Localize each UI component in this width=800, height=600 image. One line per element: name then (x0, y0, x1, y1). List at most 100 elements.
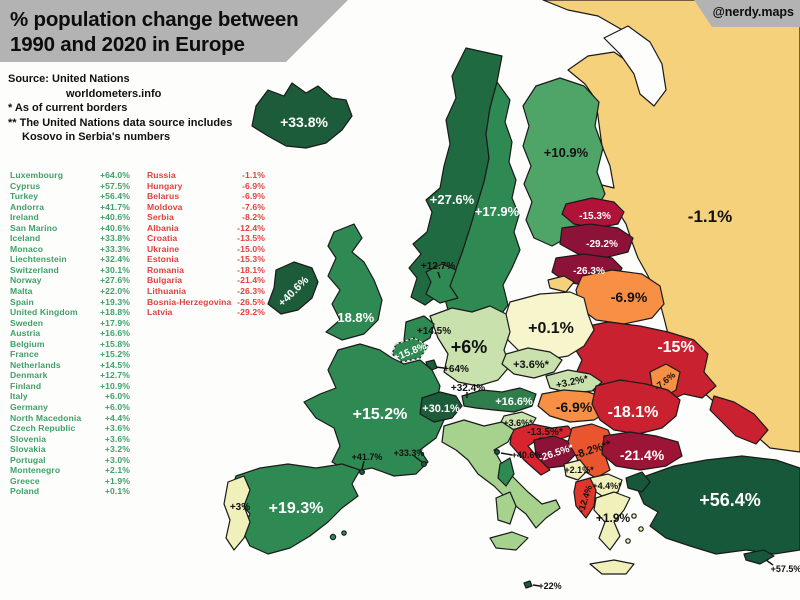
belgium-dashed-border (391, 337, 429, 363)
country-value: +3.2% (104, 444, 130, 455)
country-austria (461, 387, 537, 413)
country-portugal (223, 475, 251, 551)
label-denmark: +12.7% (421, 261, 455, 272)
label-cyprus: +57.5% (771, 564, 800, 574)
country-value: -15.0% (237, 243, 265, 254)
list-item: Moldova -7.6% (147, 202, 265, 213)
country-name: Monaco (10, 243, 44, 254)
label-romania: -18.1% (608, 404, 659, 421)
country-value: +18.8% (100, 307, 130, 318)
list-item: Italy +6.0% (10, 391, 130, 402)
list-item: Liechtenstein +32.4% (10, 254, 130, 265)
source-block: Source: United Nations worldometers.info… (8, 72, 308, 145)
country-iceland (251, 82, 353, 149)
country-value: -6.9% (242, 180, 265, 191)
country-value: +17.9% (100, 317, 130, 328)
country-name: Denmark (10, 370, 48, 381)
country-name: Latvia (147, 307, 173, 318)
island-sicily (489, 531, 529, 551)
label-san-marino: +40.6% (512, 450, 543, 460)
country-value: -12.4% (237, 222, 265, 233)
country-greece (593, 491, 631, 551)
country-name: Croatia (147, 233, 178, 244)
san-marino-leader (500, 452, 513, 456)
label-spain: +19.3% (269, 500, 324, 517)
country-name: Malta (10, 286, 33, 297)
country-estonia (561, 197, 625, 229)
country-name: Sweden (10, 317, 44, 328)
country-name: Bulgaria (147, 275, 183, 286)
monaco-leader (413, 455, 423, 463)
country-switzerland (419, 391, 463, 423)
country-value: +2.1% (104, 465, 130, 476)
country-name: San Marino (10, 222, 58, 233)
country-name: Romania (147, 264, 184, 275)
country-name: Switzerland (10, 264, 59, 275)
country-name: Czech Republic (10, 423, 76, 434)
country-value: +12.7% (100, 370, 130, 381)
country-value: -15.3% (237, 254, 265, 265)
country-value: +15.8% (100, 338, 130, 349)
country-name: Slovakia (10, 444, 46, 455)
country-value: +3.6% (104, 423, 130, 434)
list-item: Serbia -8.2% (147, 212, 265, 223)
country-albania (573, 477, 597, 519)
list-item: Albania -12.4% (147, 223, 265, 234)
country-romania (591, 379, 681, 435)
list-item: Norway +27.6% (10, 275, 130, 286)
monaco-dot (421, 461, 428, 468)
source-url: worldometers.info (66, 87, 162, 100)
list-item: Bosnia-Herzegovina -26.5% (147, 297, 265, 308)
label-bulgaria: -21.4% (620, 447, 665, 463)
balearic-island (341, 530, 347, 536)
list-item: Lithuania -26.3% (147, 286, 265, 297)
country-name: Belgium (10, 338, 45, 349)
label-luxembourg: +64% (443, 364, 469, 375)
country-name: France (10, 349, 39, 360)
country-name: Portugal (10, 454, 46, 465)
country-name: Russia (147, 170, 176, 180)
gains-list: Luxembourg +64.0% Cyprus +57.5% Turkey +56.4%… (10, 170, 130, 497)
label-czech-republic: +3.6%* (513, 359, 549, 371)
country-value: +6.0% (104, 402, 130, 413)
list-item: Turkey +56.4% (10, 191, 130, 202)
label-ukraine: -15% (657, 339, 694, 356)
country-name: Bosnia-Herzegovina (147, 296, 232, 307)
microstate-dots (329, 449, 644, 544)
label-france: +15.2% (353, 406, 408, 423)
source-value: United Nations (52, 73, 130, 85)
country-name: Albania (147, 222, 179, 233)
country-name: Norway (10, 275, 42, 286)
country-value: +33.8% (100, 233, 130, 244)
leader-lines (361, 271, 774, 587)
list-item: Bulgaria -21.4% (147, 275, 265, 286)
country-name: Slovenia (10, 433, 47, 444)
country-name: Iceland (10, 233, 41, 244)
country-value: -29.2% (237, 307, 265, 318)
country-latvia (559, 223, 634, 259)
list-item: Poland +0.1% (10, 486, 130, 497)
country-bulgaria (601, 431, 683, 471)
list-item: Ireland +40.6% (10, 212, 130, 223)
list-item: Belgium +15.8% (10, 339, 130, 350)
label-switzerland: +30.1% (422, 403, 460, 415)
country-spain (231, 463, 361, 555)
label-germany: +6% (451, 337, 488, 357)
country-ireland (267, 261, 319, 315)
label-iceland: +33.8% (280, 114, 328, 130)
country-value: -1.1% (242, 170, 265, 180)
country-malta (523, 580, 533, 589)
country-denmark (425, 263, 459, 304)
label-finland: +10.9% (544, 145, 589, 160)
label-slovenia: +3.6%* (503, 418, 533, 428)
country-value: -13.5% (237, 233, 265, 244)
island-crete (589, 559, 635, 575)
country-name: Ukraine (147, 243, 180, 254)
label-north-macedonia: +4.4%* (592, 481, 622, 491)
list-item: San Marino +40.6% (10, 223, 130, 234)
country-name: Montenegro (10, 465, 61, 476)
label-turkey: +56.4% (699, 490, 761, 510)
label-poland: +0.1% (528, 320, 574, 337)
island-corsica (497, 457, 515, 487)
